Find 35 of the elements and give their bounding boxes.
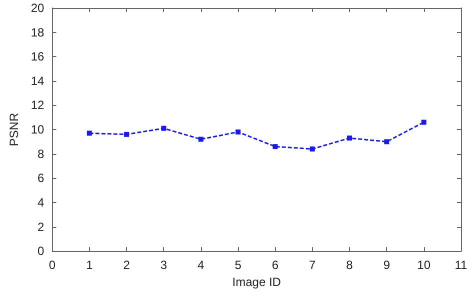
y-tick-label: 8 <box>38 146 45 161</box>
point <box>384 139 390 144</box>
x-tick-label: 3 <box>160 258 168 272</box>
x-tick-label: 0 <box>48 258 56 272</box>
x-axis-title: Image ID <box>232 275 282 289</box>
point <box>236 129 241 134</box>
x-tick-label: 8 <box>346 258 354 272</box>
x-tick-label: 11 <box>454 258 468 272</box>
x-tick-label: 6 <box>272 258 279 272</box>
x-tick-label: 1 <box>86 258 94 272</box>
point <box>347 136 352 141</box>
point <box>198 136 204 142</box>
y-tick-label: 12 <box>30 98 45 112</box>
x-tick-label: 4 <box>198 258 205 272</box>
point <box>272 144 278 150</box>
y-tick-label: 6 <box>38 171 45 186</box>
y-tick-label: 16 <box>30 50 45 64</box>
y-tick-label: 2 <box>38 220 45 234</box>
point <box>421 120 426 125</box>
x-tick-label: 5 <box>234 258 242 272</box>
point <box>86 130 92 136</box>
y-tick-label: 10 <box>30 122 45 137</box>
point <box>124 132 130 137</box>
y-tick-label: 14 <box>30 74 45 88</box>
y-tick-label: 18 <box>30 25 45 40</box>
x-tick-label: 2 <box>123 258 130 272</box>
y-tick-label: 20 <box>30 1 45 15</box>
x-tick-label: 10 <box>417 258 431 272</box>
x-tick-label: 7 <box>309 258 316 272</box>
point <box>161 126 166 131</box>
y-tick-label: 0 <box>38 244 45 258</box>
point <box>310 146 315 152</box>
y-tick-label: 4 <box>38 195 45 210</box>
y-axis-title: PSNR <box>7 112 21 146</box>
x-tick-label: 9 <box>383 258 390 272</box>
